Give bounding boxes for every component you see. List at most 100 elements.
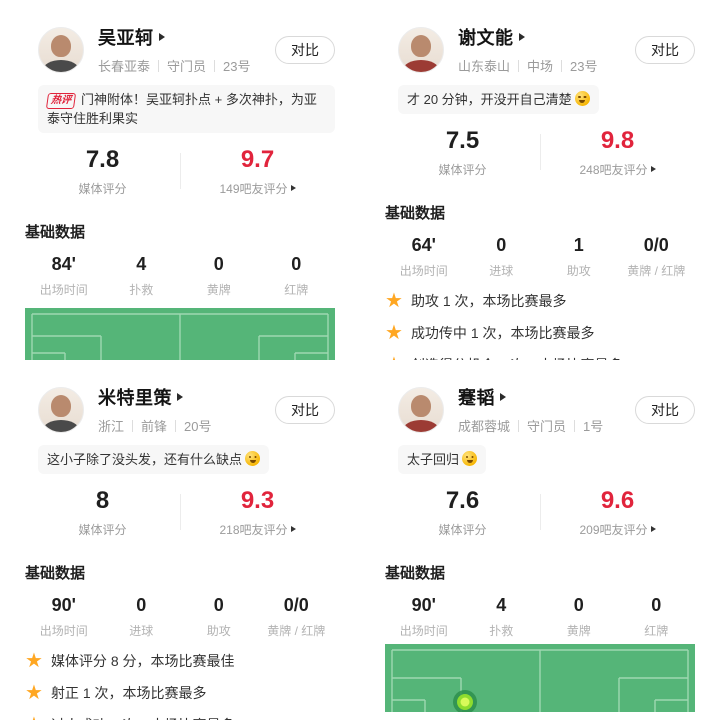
stat-value: 0 bbox=[213, 253, 224, 274]
stats-row: 64' 出场时间 0 进球 1 助攻 0/0 黄牌 / 红牌 bbox=[385, 235, 695, 279]
hot-comment-bubble[interactable]: 才 20 分钟，开没开自己清楚 bbox=[398, 85, 599, 115]
media-score: 7.5 bbox=[445, 127, 480, 155]
hot-comment-bubble[interactable]: 热评 门神附体！吴亚轲扑点 + 多次神扑，为亚泰守住胜利果实 bbox=[38, 85, 335, 134]
media-score-label: 媒体评分 bbox=[438, 162, 487, 177]
stats-row: 84' 出场时间 4 扑救 0 黄牌 0 红牌 bbox=[25, 254, 335, 298]
star-icon: ★ bbox=[385, 289, 403, 312]
fan-rating[interactable]: 9.6 209吧友评分 bbox=[540, 480, 695, 543]
player-meta: 成都蓉城 守门员 1号 bbox=[458, 416, 603, 435]
compare-button[interactable]: 对比 bbox=[275, 395, 335, 424]
player-header: 吴亚轲 长春亚泰 守门员 23号 对比 bbox=[38, 24, 335, 75]
stat-minutes: 84' 出场时间 bbox=[25, 254, 103, 298]
player-meta: 浙江 前锋 20号 bbox=[98, 416, 212, 435]
stat-saves: 4 扑救 bbox=[463, 595, 541, 639]
player-number: 20号 bbox=[184, 419, 212, 434]
player-ident[interactable]: 米特里策 浙江 前锋 20号 bbox=[98, 384, 212, 435]
avatar-head bbox=[51, 34, 71, 57]
pitch-map bbox=[25, 308, 335, 360]
fan-rating[interactable]: 9.8 248吧友评分 bbox=[540, 120, 695, 183]
divider bbox=[132, 419, 134, 432]
basic-data-title: 基础数据 bbox=[385, 564, 446, 582]
avatar-head bbox=[411, 34, 431, 57]
player-avatar[interactable] bbox=[398, 386, 444, 433]
avatar-body bbox=[403, 419, 439, 432]
fan-rating[interactable]: 9.3 218吧友评分 bbox=[180, 480, 335, 543]
stat-label: 进球 bbox=[129, 623, 154, 638]
hot-tag: 热评 bbox=[45, 93, 77, 109]
media-score-label: 媒体评分 bbox=[78, 522, 127, 537]
player-avatar[interactable] bbox=[38, 26, 84, 73]
fan-rating[interactable]: 9.7 149吧友评分 bbox=[180, 139, 335, 202]
player-name[interactable]: 吴亚轲 bbox=[98, 28, 154, 48]
stat-label: 黄牌 bbox=[206, 282, 231, 297]
star-icon: ★ bbox=[25, 649, 43, 672]
player-team: 山东泰山 bbox=[458, 59, 511, 74]
media-rating: 8 媒体评分 bbox=[25, 480, 180, 543]
comment-text: 门神附体！吴亚轲扑点 + 多次神扑，为亚泰守住胜利果实 bbox=[47, 92, 317, 127]
vertical-divider bbox=[540, 134, 541, 170]
highlight-item: ★ 创造得分机会 1 次，本场比赛最多 bbox=[385, 355, 695, 360]
chevron-right-icon bbox=[650, 166, 656, 173]
stat-goals: 0 进球 bbox=[463, 235, 541, 279]
stat-label: 红牌 bbox=[644, 623, 669, 638]
hot-comment-bubble[interactable]: 太子回归 bbox=[398, 445, 487, 475]
hot-comment-bubble[interactable]: 这小子除了没头发，还有什么缺点 bbox=[38, 445, 270, 475]
chevron-right-icon bbox=[650, 526, 656, 533]
highlight-text: 过人成功 4 次，本场比赛最多 bbox=[51, 715, 235, 720]
fan-score: 9.6 bbox=[600, 487, 635, 515]
highlight-text: 创造得分机会 1 次，本场比赛最多 bbox=[411, 355, 623, 360]
avatar-body bbox=[43, 59, 79, 72]
compare-button[interactable]: 对比 bbox=[635, 35, 695, 64]
bow-emoji bbox=[462, 451, 478, 466]
player-card-mitrita: 米特里策 浙江 前锋 20号 对比 这小子除了没头发，还有什么缺点 8 媒体评分 bbox=[0, 360, 360, 720]
stat-value: 64' bbox=[411, 234, 436, 255]
stat-cards: 0/0 黄牌 / 红牌 bbox=[258, 595, 336, 639]
player-number: 23号 bbox=[223, 59, 251, 74]
highlight-text: 成功传中 1 次，本场比赛最多 bbox=[410, 324, 595, 341]
player-avatar[interactable] bbox=[398, 26, 444, 73]
stat-label: 黄牌 / 红牌 bbox=[267, 623, 326, 638]
player-position: 前锋 bbox=[141, 419, 168, 434]
player-ident[interactable]: 吴亚轲 长春亚泰 守门员 23号 bbox=[98, 24, 251, 75]
player-name[interactable]: 谢文能 bbox=[458, 28, 514, 48]
basic-data-title: 基础数据 bbox=[25, 564, 86, 582]
player-name[interactable]: 蹇韬 bbox=[458, 388, 495, 408]
avatar-head bbox=[411, 394, 431, 417]
avatar-body bbox=[403, 59, 439, 72]
fan-score-label[interactable]: 209吧友评分 bbox=[540, 521, 695, 538]
stat-value: 0 bbox=[651, 594, 662, 615]
player-ident[interactable]: 蹇韬 成都蓉城 守门员 1号 bbox=[458, 384, 603, 435]
star-icon: ★ bbox=[25, 715, 43, 720]
divider bbox=[158, 59, 160, 72]
facepalm-emoji bbox=[245, 451, 261, 466]
ball-highlight bbox=[460, 697, 470, 707]
compare-button[interactable]: 对比 bbox=[275, 35, 335, 64]
comment-text: 才 20 分钟，开没开自己清楚 bbox=[407, 92, 572, 107]
stat-label: 黄牌 / 红牌 bbox=[627, 263, 686, 278]
vertical-divider bbox=[180, 494, 181, 530]
chevron-right-icon bbox=[177, 393, 183, 401]
player-position: 守门员 bbox=[527, 419, 567, 434]
comment-text: 太子回归 bbox=[407, 452, 460, 467]
fan-score-label[interactable]: 218吧友评分 bbox=[180, 521, 335, 538]
player-position: 守门员 bbox=[167, 59, 207, 74]
player-name[interactable]: 米特里策 bbox=[98, 388, 172, 408]
player-team: 成都蓉城 bbox=[458, 419, 511, 434]
vertical-divider bbox=[540, 494, 541, 530]
stats-row: 90' 出场时间 4 扑救 0 黄牌 0 红牌 bbox=[385, 595, 695, 639]
compare-button[interactable]: 对比 bbox=[635, 395, 695, 424]
player-avatar[interactable] bbox=[38, 386, 84, 433]
vertical-divider bbox=[180, 153, 181, 189]
star-icon: ★ bbox=[25, 681, 43, 704]
divider bbox=[214, 59, 216, 72]
player-ident[interactable]: 谢文能 山东泰山 中场 23号 bbox=[458, 24, 598, 75]
divider bbox=[574, 419, 576, 432]
stat-label: 红牌 bbox=[284, 282, 309, 297]
fan-score-label[interactable]: 248吧友评分 bbox=[540, 161, 695, 178]
stat-label: 出场时间 bbox=[39, 282, 88, 297]
fan-score-label[interactable]: 149吧友评分 bbox=[180, 180, 335, 197]
stat-goals: 0 进球 bbox=[103, 595, 181, 639]
stat-assists: 0 助攻 bbox=[180, 595, 258, 639]
stat-label: 进球 bbox=[489, 263, 514, 278]
stat-red-cards: 0 红牌 bbox=[258, 254, 336, 298]
